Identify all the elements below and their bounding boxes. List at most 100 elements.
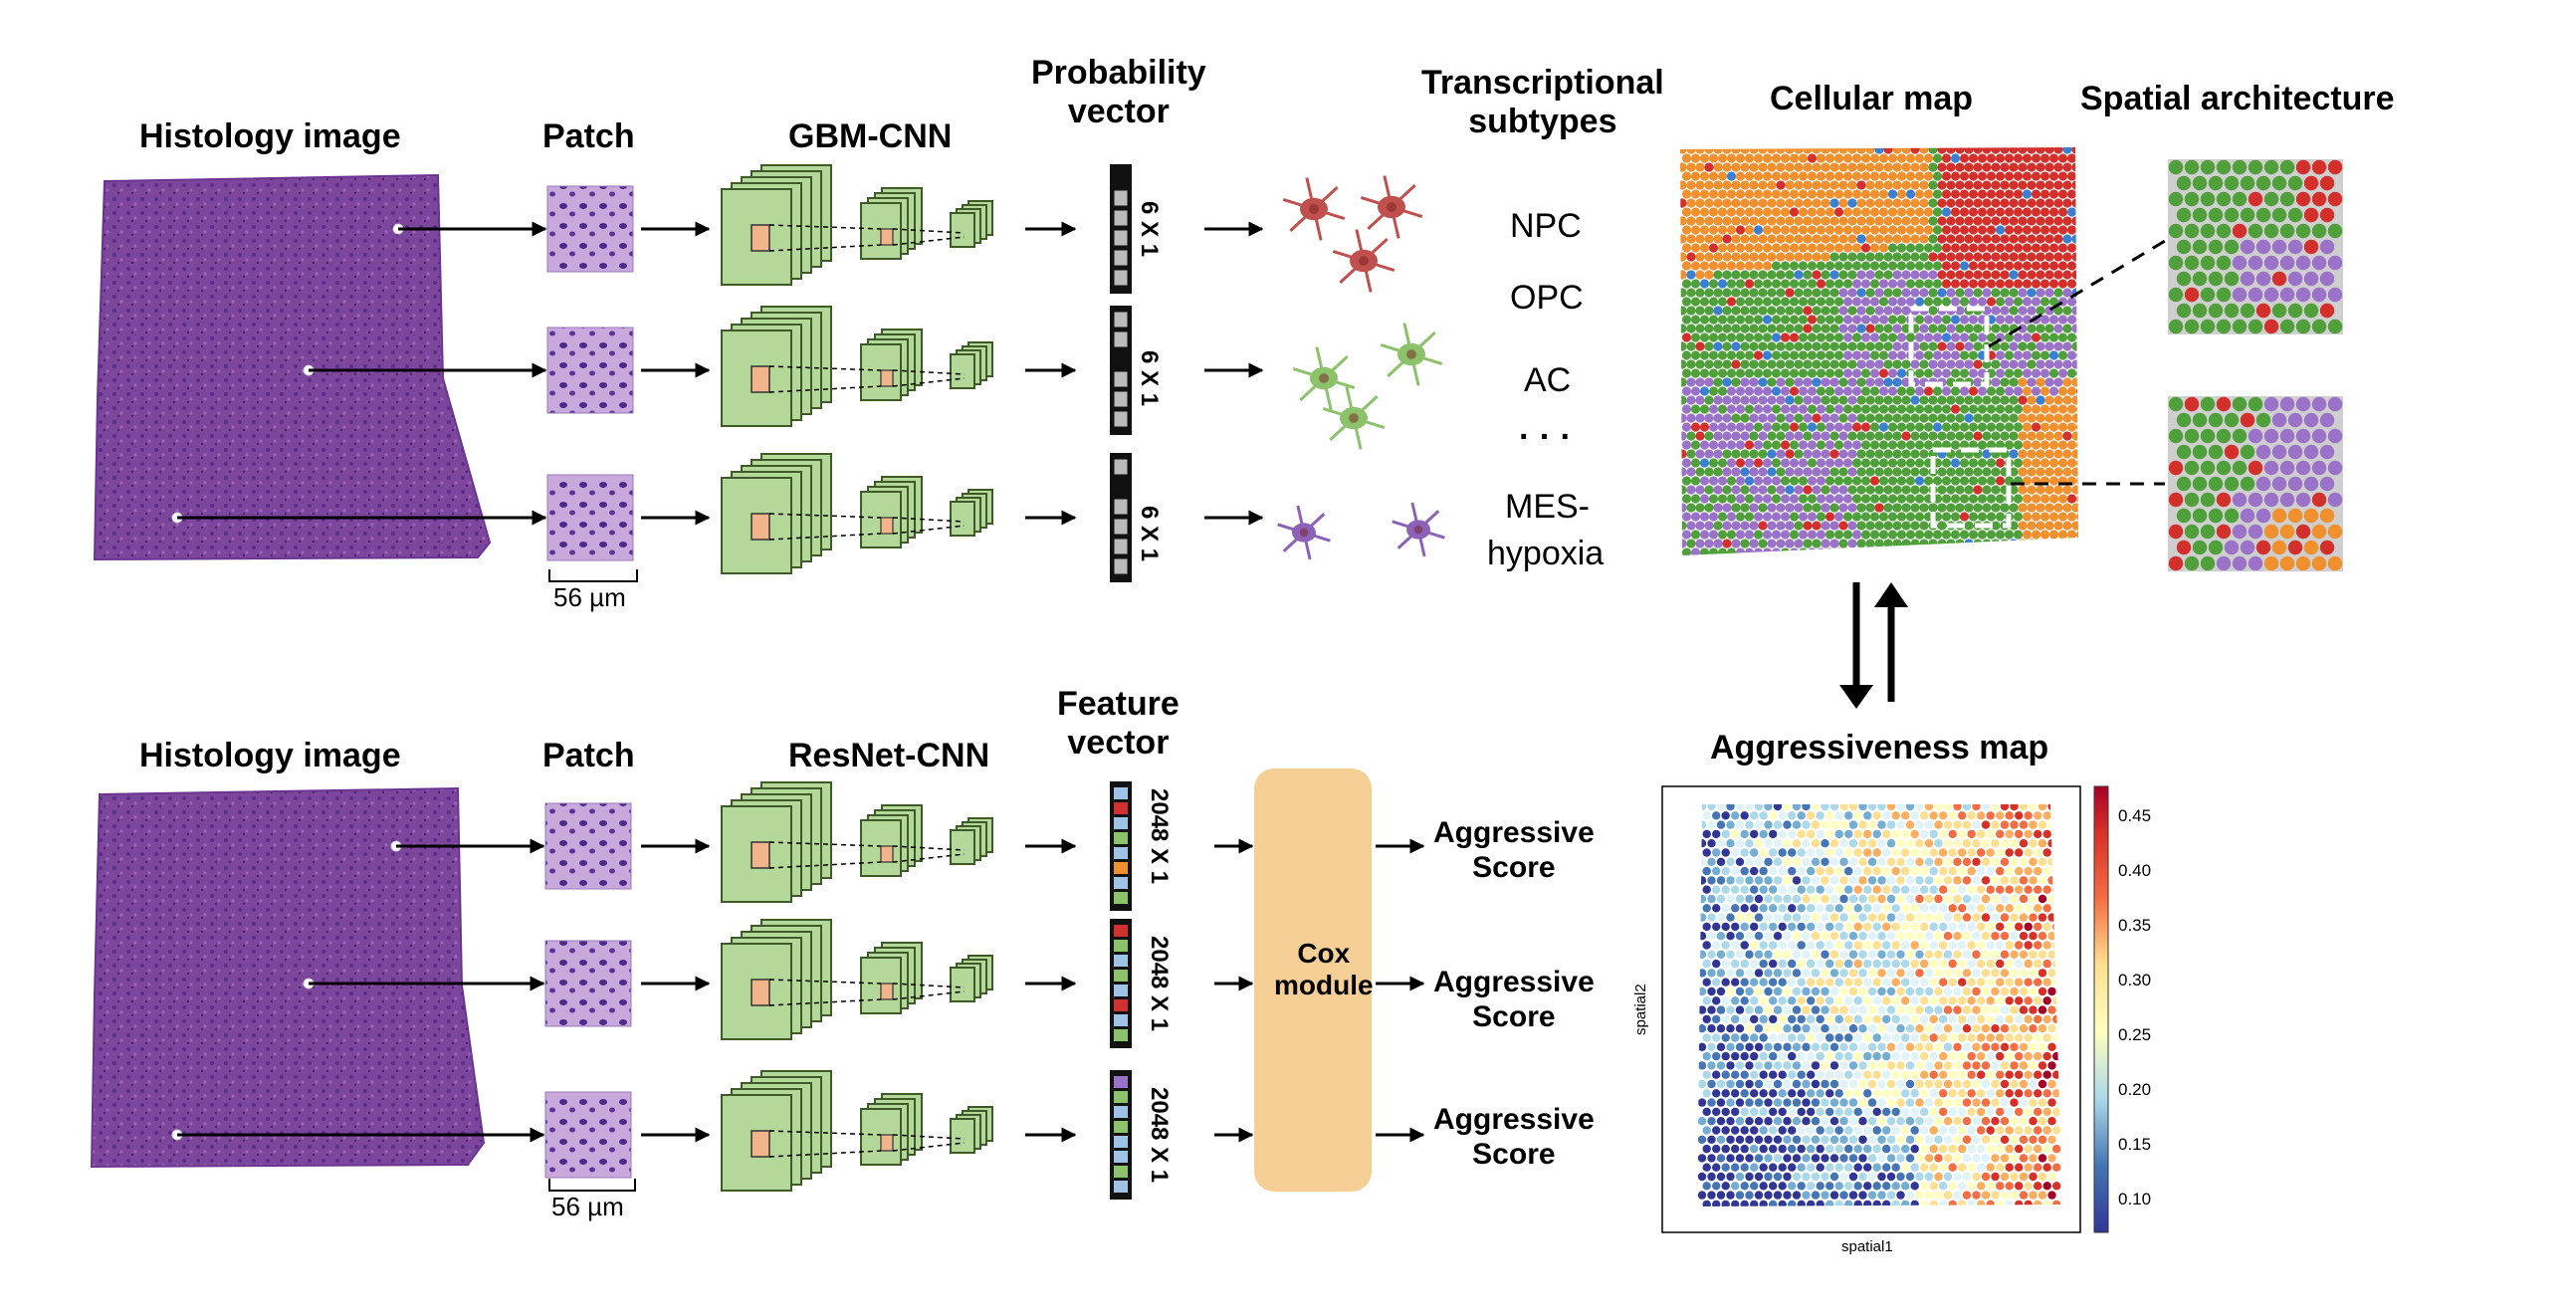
- map-spot: [1833, 350, 1844, 360]
- agg-spot: [1702, 941, 1711, 950]
- map-spot: [2062, 198, 2072, 208]
- agg-spot: [1716, 1061, 1726, 1070]
- agg-spot: [2000, 932, 2010, 941]
- map-spot: [1807, 422, 1818, 432]
- agg-spot: [1996, 885, 2005, 894]
- agg-spot: [1910, 1051, 1919, 1061]
- agg-spot: [1848, 950, 1858, 959]
- agg-spot: [1996, 1200, 2005, 1206]
- map-spot: [1780, 368, 1791, 378]
- agg-spot: [1962, 1005, 1972, 1014]
- map-spot: [2085, 458, 2094, 467]
- map-spot: [1767, 162, 1777, 172]
- agg-spot: [1712, 829, 1721, 839]
- agg-spot: [1707, 1117, 1716, 1126]
- zoom-spot: [2303, 175, 2319, 191]
- zoom-spot: [2263, 396, 2279, 412]
- map-spot: [1995, 297, 2006, 307]
- agg-spot: [1839, 894, 1848, 904]
- map-spot: [2031, 189, 2041, 199]
- map-spot: [1950, 476, 1961, 486]
- agg-spot: [2029, 876, 2038, 885]
- agg-spot: [1910, 1144, 1919, 1154]
- agg-spot: [1702, 1070, 1711, 1079]
- map-spot: [1807, 171, 1818, 181]
- agg-spot: [1811, 913, 1821, 922]
- spatial-architecture-zoom-1: [2168, 159, 2343, 334]
- map-spot: [1878, 315, 1889, 325]
- agg-spot: [1731, 1070, 1740, 1079]
- agg-spot: [1702, 1089, 1711, 1098]
- map-spot: [1771, 243, 1782, 253]
- map-spot: [2057, 422, 2068, 432]
- agg-spot: [2038, 1117, 2047, 1126]
- agg-spot: [2015, 1200, 2024, 1206]
- agg-spot: [1811, 932, 1821, 941]
- agg-spot: [1783, 839, 1792, 848]
- map-spot: [1744, 315, 1755, 325]
- map-spot: [1932, 350, 1943, 360]
- map-spot: [1695, 234, 1705, 244]
- map-spot: [2004, 261, 2015, 271]
- agg-spot: [1901, 1033, 1910, 1042]
- agg-spot: [1807, 1107, 1816, 1117]
- agg-spot: [1877, 1117, 1886, 1126]
- map-spot: [1708, 261, 1719, 271]
- score-line1: Aggressive: [1433, 1103, 1595, 1136]
- agg-spot: [1735, 1135, 1745, 1145]
- agg-spot: [1740, 848, 1749, 857]
- agg-spot: [1825, 1126, 1834, 1135]
- zoom-spot: [2263, 287, 2279, 303]
- agg-spot: [1792, 1135, 1802, 1145]
- map-spot: [2062, 324, 2072, 333]
- colorbar-tick-4: 0.25: [2118, 1025, 2152, 1044]
- map-spot: [1780, 297, 1791, 307]
- agg-spot: [1750, 885, 1759, 894]
- zoom-spot: [2240, 412, 2255, 428]
- agg-spot: [1877, 1172, 1886, 1182]
- map-spot: [1901, 503, 1911, 513]
- map-spot: [1874, 341, 1884, 351]
- map-spot: [2075, 512, 2078, 522]
- agg-spot: [2042, 978, 2051, 986]
- map-spot: [2013, 368, 2024, 378]
- map-spot: [2057, 350, 2068, 360]
- map-spot: [1825, 315, 1835, 325]
- agg-spot: [1920, 866, 1929, 876]
- map-spot: [1749, 467, 1759, 477]
- map-spot: [2044, 449, 2054, 459]
- feature-vector: [1110, 1070, 1132, 1200]
- agg-spot: [1867, 1061, 1877, 1070]
- agg-spot: [1829, 986, 1839, 996]
- map-spot: [1699, 386, 1710, 396]
- map-spot: [2075, 261, 2078, 271]
- map-spot: [1735, 494, 1746, 504]
- nucleus: [1299, 528, 1309, 538]
- map-spot: [1865, 288, 1875, 298]
- map-spot: [1865, 216, 1875, 226]
- map-spot: [1803, 485, 1813, 495]
- agg-spot: [1920, 1163, 1929, 1172]
- map-spot: [1680, 306, 1687, 316]
- agg-spot: [1877, 1135, 1886, 1145]
- map-spot: [1865, 377, 1875, 387]
- scale-bar: [548, 1179, 636, 1192]
- map-spot: [1838, 147, 1848, 154]
- map-spot: [1680, 539, 1687, 548]
- map-spot: [2062, 234, 2072, 244]
- map-spot: [1865, 324, 1875, 333]
- map-spot: [1950, 315, 1961, 325]
- agg-spot: [1891, 811, 1900, 820]
- agg-spot: [1825, 1107, 1834, 1117]
- zoom-spot: [2192, 412, 2208, 428]
- zoom-spot: [2248, 524, 2263, 540]
- map-spot: [1973, 539, 1983, 548]
- map-spot: [2027, 521, 2037, 531]
- agg-spot: [1896, 913, 1905, 922]
- agg-spot: [1778, 959, 1787, 969]
- agg-spot: [1764, 1061, 1773, 1070]
- map-spot: [1771, 476, 1782, 486]
- map-spot: [1767, 147, 1777, 154]
- map-spot: [1812, 234, 1822, 244]
- agg-spot: [2000, 1079, 2010, 1089]
